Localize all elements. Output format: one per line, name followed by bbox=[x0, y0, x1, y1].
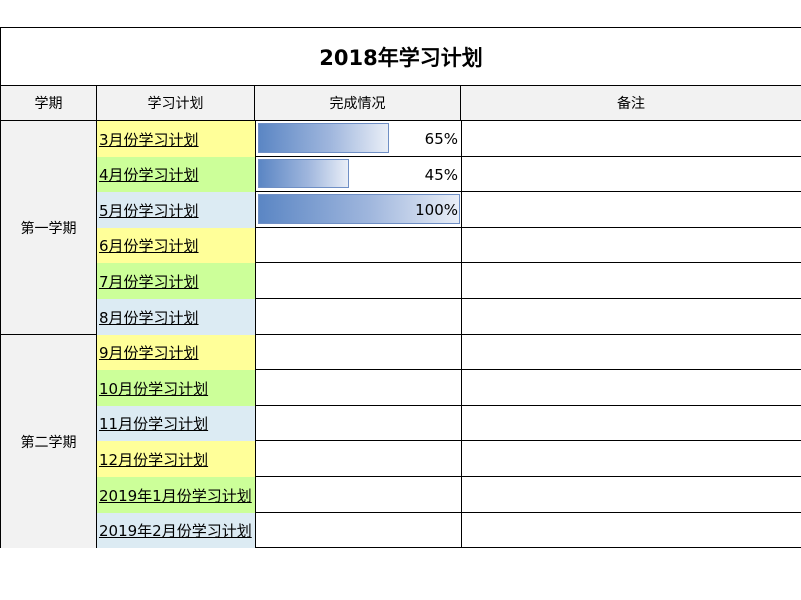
notes-cell[interactable] bbox=[461, 406, 801, 441]
progress-cell[interactable] bbox=[255, 263, 461, 299]
plan-cell[interactable]: 2019年2月份学习计划 bbox=[97, 513, 255, 548]
plan-cell[interactable]: 8月份学习计划 bbox=[97, 299, 255, 335]
semester-1-label: 第一学期 bbox=[1, 121, 97, 335]
notes-cell[interactable] bbox=[461, 299, 801, 335]
plan-link[interactable]: 11月份学习计划 bbox=[99, 415, 209, 433]
progress-cell[interactable] bbox=[255, 513, 461, 548]
plan-link[interactable]: 2019年1月份学习计划 bbox=[99, 486, 252, 505]
notes-cell[interactable] bbox=[461, 477, 801, 513]
progress-bar bbox=[258, 194, 460, 224]
progress-cell[interactable] bbox=[255, 335, 461, 370]
progress-cell[interactable] bbox=[255, 477, 461, 513]
progress-cell[interactable]: 45% bbox=[255, 157, 461, 192]
progress-cell[interactable] bbox=[255, 228, 461, 263]
progress-bar bbox=[258, 123, 389, 153]
plan-link[interactable]: 7月份学习计划 bbox=[99, 272, 199, 291]
header-semester: 学期 bbox=[1, 86, 97, 121]
plan-cell[interactable]: 11月份学习计划 bbox=[97, 406, 255, 441]
plan-cell[interactable]: 2019年1月份学习计划 bbox=[97, 477, 255, 513]
notes-cell[interactable] bbox=[461, 335, 801, 370]
notes-cell[interactable] bbox=[461, 192, 801, 228]
notes-cell[interactable] bbox=[461, 228, 801, 263]
notes-cell[interactable] bbox=[461, 513, 801, 548]
progress-percent: 45% bbox=[424, 165, 458, 184]
notes-cell[interactable] bbox=[461, 263, 801, 299]
plan-cell[interactable]: 5月份学习计划 bbox=[97, 192, 255, 228]
progress-cell[interactable] bbox=[255, 406, 461, 441]
plan-cell[interactable]: 7月份学习计划 bbox=[97, 263, 255, 299]
plan-cell[interactable]: 6月份学习计划 bbox=[97, 228, 255, 263]
semester-2-label: 第二学期 bbox=[1, 335, 97, 548]
plan-cell[interactable]: 12月份学习计划 bbox=[97, 441, 255, 477]
plan-link[interactable]: 10月份学习计划 bbox=[99, 379, 209, 398]
progress-cell[interactable] bbox=[255, 370, 461, 406]
plan-link[interactable]: 5月份学习计划 bbox=[99, 201, 199, 220]
notes-cell[interactable] bbox=[461, 441, 801, 477]
plan-cell[interactable]: 3月份学习计划 bbox=[97, 121, 255, 157]
plan-cell[interactable]: 9月份学习计划 bbox=[97, 335, 255, 370]
notes-cell[interactable] bbox=[461, 121, 801, 157]
plan-cell[interactable]: 10月份学习计划 bbox=[97, 370, 255, 406]
plan-cell[interactable]: 4月份学习计划 bbox=[97, 157, 255, 192]
plan-link[interactable]: 8月份学习计划 bbox=[99, 308, 199, 327]
plan-link[interactable]: 9月份学习计划 bbox=[99, 344, 199, 362]
progress-cell[interactable] bbox=[255, 299, 461, 335]
progress-cell[interactable] bbox=[255, 441, 461, 477]
progress-percent: 65% bbox=[424, 129, 458, 148]
spreadsheet: 2018年学习计划 学期 学习计划 完成情况 备注 第一学期 第二学期 3月份学… bbox=[0, 27, 801, 548]
progress-cell[interactable]: 65% bbox=[255, 121, 461, 157]
plan-link[interactable]: 4月份学习计划 bbox=[99, 166, 199, 184]
notes-cell[interactable] bbox=[461, 370, 801, 406]
notes-cell[interactable] bbox=[461, 157, 801, 192]
plan-link[interactable]: 2019年2月份学习计划 bbox=[99, 522, 252, 540]
header-progress: 完成情况 bbox=[255, 86, 461, 121]
plan-link[interactable]: 3月份学习计划 bbox=[99, 130, 199, 149]
sheet-title: 2018年学习计划 bbox=[1, 28, 801, 86]
header-plan: 学习计划 bbox=[97, 86, 255, 121]
progress-bar bbox=[258, 159, 349, 188]
header-notes: 备注 bbox=[461, 86, 801, 121]
progress-cell[interactable]: 100% bbox=[255, 192, 461, 228]
progress-percent: 100% bbox=[415, 200, 458, 219]
plan-link[interactable]: 12月份学习计划 bbox=[99, 450, 209, 469]
plan-link[interactable]: 6月份学习计划 bbox=[99, 237, 199, 255]
